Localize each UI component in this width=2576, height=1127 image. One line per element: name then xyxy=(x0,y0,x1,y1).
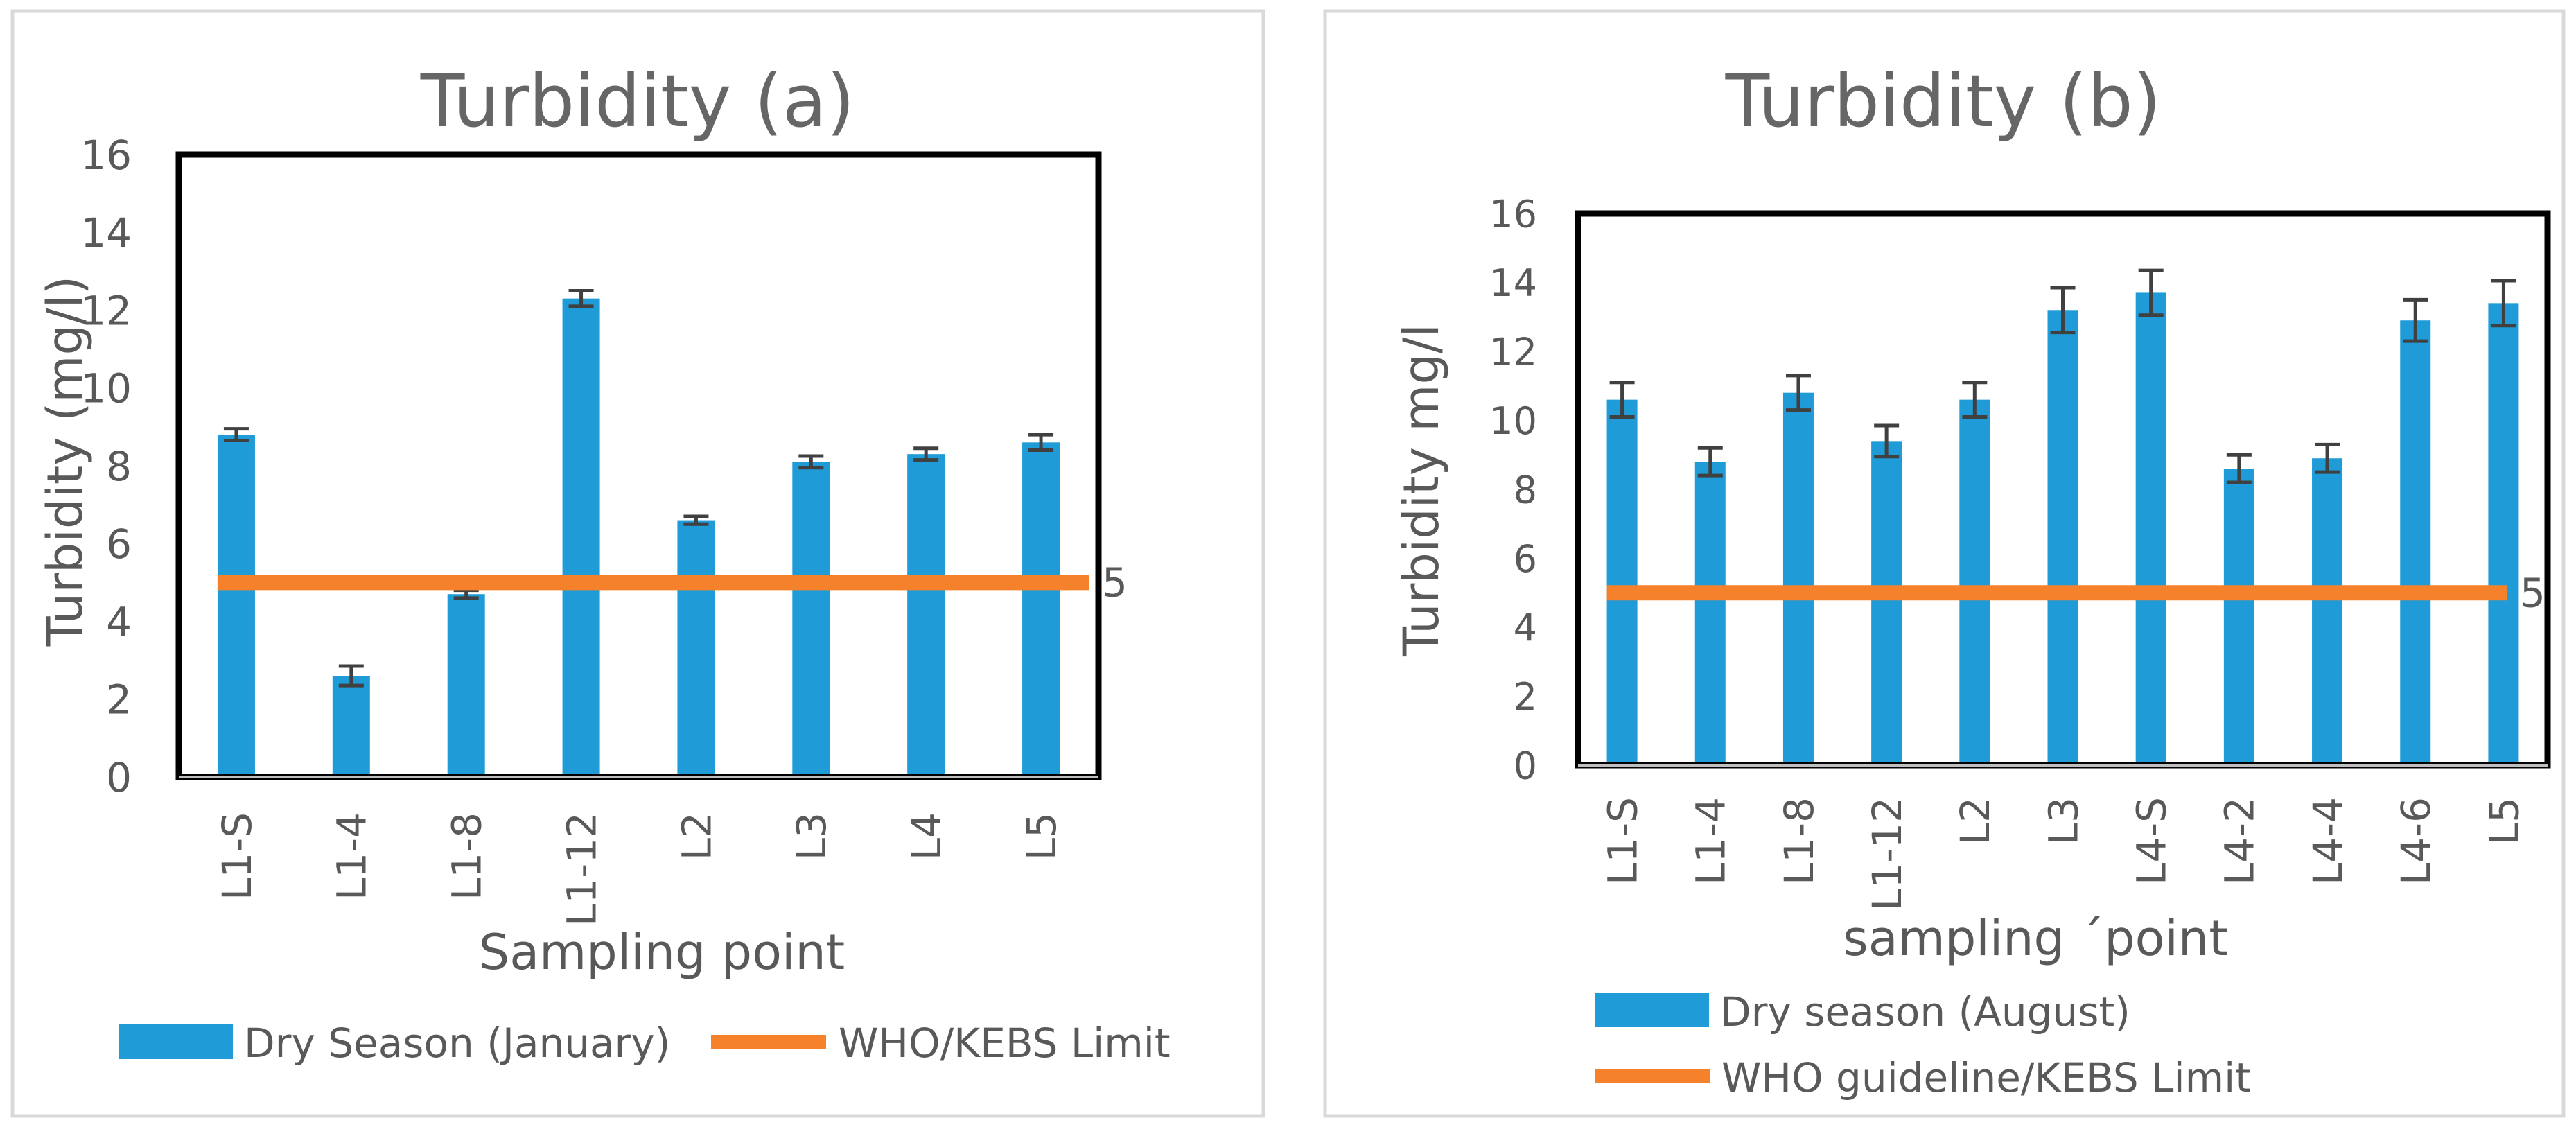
chart-a-y-tick-labels: 0 2 4 6 8 10 12 14 16 xyxy=(80,132,132,801)
chart-b-bars xyxy=(1606,292,2519,766)
x-tick-label: L3 xyxy=(788,812,835,860)
bar xyxy=(1959,399,1990,765)
bar xyxy=(1022,442,1060,777)
chart-a-title: Turbidity (a) xyxy=(420,59,855,143)
y-tick-label: 0 xyxy=(1514,744,1537,787)
chart-b-y-tick-labels: 0 2 4 6 8 10 12 14 16 xyxy=(1489,192,1537,787)
bar xyxy=(2488,303,2519,766)
chart-b-legend-bar-swatch xyxy=(1595,993,1709,1027)
bar xyxy=(1782,392,1814,765)
x-tick-label: L4-2 xyxy=(2216,797,2263,885)
x-tick-label: L4-S xyxy=(2128,797,2175,885)
y-tick-label: 8 xyxy=(106,443,132,490)
bar xyxy=(447,594,485,777)
bar xyxy=(677,520,715,777)
chart-a-x-axis-title: Sampling point xyxy=(479,924,845,981)
y-tick-label: 2 xyxy=(1514,675,1537,719)
chart-a-bars xyxy=(217,298,1060,778)
x-tick-label: L5 xyxy=(2480,797,2527,845)
y-tick-label: 0 xyxy=(106,754,132,801)
chart-b-x-tick-labels: L1-S L1-4 L1-8 L1-12 L2 L3 L4-S L4-2 L4-4 L4-6 L5 xyxy=(1599,797,2527,911)
bar xyxy=(792,462,830,777)
chart-b-frame xyxy=(1323,9,2566,1118)
y-tick-label: 8 xyxy=(1514,468,1537,512)
bar xyxy=(1606,399,1638,765)
y-tick-label: 16 xyxy=(1489,192,1537,236)
x-tick-label: L1-S xyxy=(213,812,261,900)
y-tick-label: 10 xyxy=(80,365,132,412)
bar xyxy=(562,298,600,778)
x-tick-label: L4 xyxy=(903,812,950,860)
bar xyxy=(2400,320,2431,766)
x-tick-label: L1-8 xyxy=(444,812,491,900)
x-tick-label: L4-4 xyxy=(2304,797,2351,885)
chart-b-legend: Dry season (August) WHO guideline/KEBS L… xyxy=(1595,988,2251,1101)
chart-a-legend-bar-swatch xyxy=(119,1024,233,1059)
x-tick-label: L4-6 xyxy=(2392,797,2439,885)
x-tick-label: L5 xyxy=(1018,812,1065,860)
bar xyxy=(907,454,945,777)
bar xyxy=(2135,292,2166,765)
x-tick-label: L1-12 xyxy=(1864,797,1911,911)
chart-a-limit-label: 5 xyxy=(1102,559,1128,606)
bar xyxy=(1694,462,1726,765)
x-tick-label: L1-S xyxy=(1599,797,1646,885)
chart-a-x-tick-labels: L1-S L1-4 L1-8 L1-12 L2 L3 L4 L5 xyxy=(213,812,1065,926)
y-tick-label: 12 xyxy=(1489,330,1537,374)
bar xyxy=(2047,310,2078,765)
y-tick-label: 6 xyxy=(1514,537,1537,581)
chart-b-error-bars xyxy=(1609,268,2516,484)
chart-a-legend-line-label: WHO/KEBS Limit xyxy=(839,1020,1171,1067)
x-tick-label: L2 xyxy=(673,812,720,860)
y-tick-label: 2 xyxy=(106,676,132,724)
x-tick-label: L2 xyxy=(1952,797,1999,845)
y-tick-label: 12 xyxy=(80,287,132,334)
chart-a-error-bars xyxy=(223,288,1054,688)
chart-b-y-axis-title: Turbidity mg/l xyxy=(1393,324,1450,657)
y-tick-label: 14 xyxy=(80,209,132,256)
bar xyxy=(2312,458,2343,765)
x-tick-label: L3 xyxy=(2040,797,2087,845)
chart-a-y-axis-title: Turbidity (mg/l) xyxy=(37,276,94,647)
y-tick-label: 4 xyxy=(1514,606,1537,649)
chart-a-legend-bar-label: Dry Season (January) xyxy=(244,1020,670,1067)
chart-b-x-axis-title: sampling ´point xyxy=(1843,910,2227,967)
chart-b-legend-bar-label: Dry season (August) xyxy=(1720,988,2130,1036)
bar xyxy=(217,435,255,777)
y-tick-label: 16 xyxy=(80,132,132,179)
bar xyxy=(1871,441,1902,765)
x-tick-label: L1-12 xyxy=(558,812,605,926)
chart-b-limit-label: 5 xyxy=(2520,569,2546,616)
y-tick-label: 6 xyxy=(106,521,132,568)
x-tick-label: L1-8 xyxy=(1776,797,1823,885)
y-tick-label: 10 xyxy=(1489,399,1537,443)
y-tick-label: 4 xyxy=(106,598,132,645)
chart-b-legend-line-label: WHO guideline/KEBS Limit xyxy=(1721,1054,2251,1101)
x-tick-label: L1-4 xyxy=(328,812,376,900)
chart-a-legend: Dry Season (January) WHO/KEBS Limit xyxy=(119,1020,1171,1067)
bar xyxy=(332,676,370,777)
chart-b-title: Turbidity (b) xyxy=(1725,59,2162,143)
x-tick-label: L1-4 xyxy=(1688,797,1735,885)
bar xyxy=(2223,469,2254,765)
y-tick-label: 14 xyxy=(1489,261,1537,305)
